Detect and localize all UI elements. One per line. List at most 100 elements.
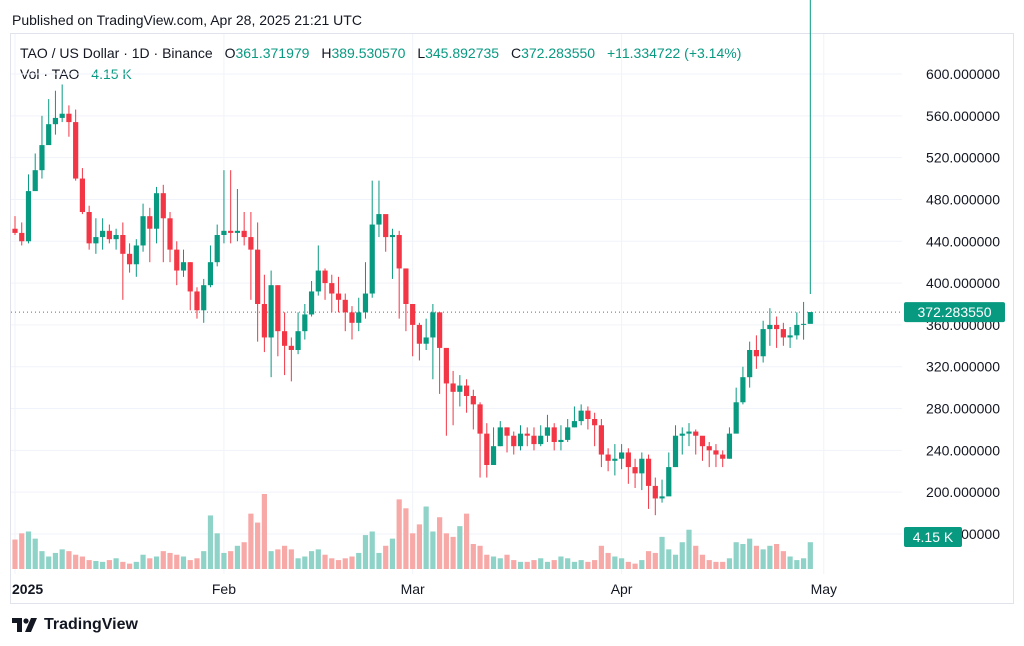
candle-body	[605, 454, 611, 461]
volume-bar	[416, 524, 422, 569]
volume-bar	[760, 549, 766, 569]
candle-body	[598, 425, 604, 455]
candle-body	[645, 458, 652, 486]
candle-body	[288, 345, 294, 350]
candle-body	[794, 324, 800, 336]
volume-bar	[733, 542, 739, 569]
volume-bar	[396, 499, 402, 569]
volume-bar	[672, 554, 679, 569]
volume-bar	[288, 549, 294, 569]
volume-bar	[234, 545, 241, 569]
candle-body	[551, 427, 557, 442]
candle-body	[93, 237, 99, 244]
volume-bar	[389, 538, 396, 569]
candle-body	[383, 214, 389, 238]
candle-body	[774, 324, 780, 330]
y-tick-label: 560.000000	[926, 108, 1000, 124]
candle-body	[376, 214, 382, 225]
y-tick-label: 480.000000	[926, 191, 1000, 207]
volume-bar	[46, 556, 52, 569]
volume-bar	[25, 531, 32, 569]
volume-bar	[659, 536, 665, 569]
candle-body	[497, 427, 503, 447]
candle-body	[79, 178, 85, 212]
candle-body	[544, 427, 551, 436]
volume-bar	[625, 561, 631, 569]
tradingview-brand[interactable]: TradingView	[12, 616, 138, 634]
candle-body	[261, 304, 267, 338]
volume-bar	[558, 556, 564, 569]
candle-body	[194, 291, 200, 311]
candle-body	[720, 454, 726, 459]
volume-bar	[463, 513, 470, 569]
candle-body	[120, 235, 126, 254]
volume-bar	[807, 542, 813, 569]
candle-body	[201, 285, 207, 311]
volume-bar	[639, 560, 645, 569]
candle-body	[160, 193, 166, 219]
candle-body	[133, 245, 139, 265]
candle-body	[302, 314, 308, 332]
candle-body	[450, 383, 456, 392]
volume-bar	[612, 556, 618, 569]
volume-bar	[12, 539, 18, 569]
candle-body	[565, 427, 571, 440]
volume-bar	[740, 544, 746, 569]
y-tick-label: 400.000000	[926, 275, 1000, 291]
volume-bar	[302, 556, 308, 569]
volume-bar	[632, 563, 638, 569]
volume-bar	[349, 556, 355, 569]
volume-bar	[241, 542, 247, 569]
volume-bar	[504, 554, 510, 569]
volume-bar	[477, 545, 483, 569]
y-tick-label: 320.000000	[926, 359, 1000, 375]
candle-body	[538, 435, 544, 445]
candle-body	[666, 467, 672, 497]
candle-body	[167, 218, 173, 250]
volume-bar	[713, 561, 719, 569]
candle-body	[228, 230, 234, 233]
volume-bar	[153, 556, 160, 569]
volume-bar	[571, 561, 578, 569]
volume-bar	[32, 538, 38, 569]
volume-bar	[315, 549, 321, 569]
candle-body	[612, 458, 618, 461]
volume-bar	[79, 556, 85, 569]
x-tick-label: 2025	[12, 581, 43, 597]
candle-body	[39, 145, 45, 171]
volume-bar	[329, 558, 335, 569]
candle-body	[592, 419, 598, 426]
y-tick-label: 240.000000	[926, 442, 1000, 458]
volume-bar	[282, 545, 288, 569]
volume-bar	[261, 494, 267, 569]
volume-bar	[86, 560, 92, 569]
candle-body	[625, 452, 631, 468]
candle-body	[147, 216, 153, 229]
candle-body	[693, 431, 699, 436]
close-value: 372.283550	[521, 45, 596, 61]
symbol-title[interactable]: TAO / US Dollar · 1D · Binance	[20, 45, 213, 61]
candle-body	[32, 170, 38, 192]
candle-body	[369, 224, 375, 294]
candle-body	[470, 396, 476, 405]
candle-body	[477, 404, 483, 434]
candle-body	[396, 235, 402, 269]
volume-bar	[652, 552, 658, 569]
low-value: 345.892735	[425, 45, 500, 61]
volume-bar	[120, 561, 126, 569]
y-tick-label: 440.000000	[926, 233, 1000, 249]
candle-body	[659, 496, 665, 499]
candle-body	[619, 452, 625, 459]
volume-badge	[904, 527, 962, 547]
volume-bar	[666, 549, 672, 569]
candle-body	[403, 268, 409, 304]
volume-badge-text: 4.15 K	[913, 529, 954, 545]
volume-bar	[437, 517, 443, 569]
y-tick-label: 200.000000	[926, 484, 1000, 500]
volume-bar	[470, 544, 476, 569]
volume-bar	[565, 558, 571, 569]
candle-body	[140, 216, 146, 246]
y-tick-label: 600.000000	[926, 66, 1000, 82]
last-price-badge	[904, 302, 1005, 323]
